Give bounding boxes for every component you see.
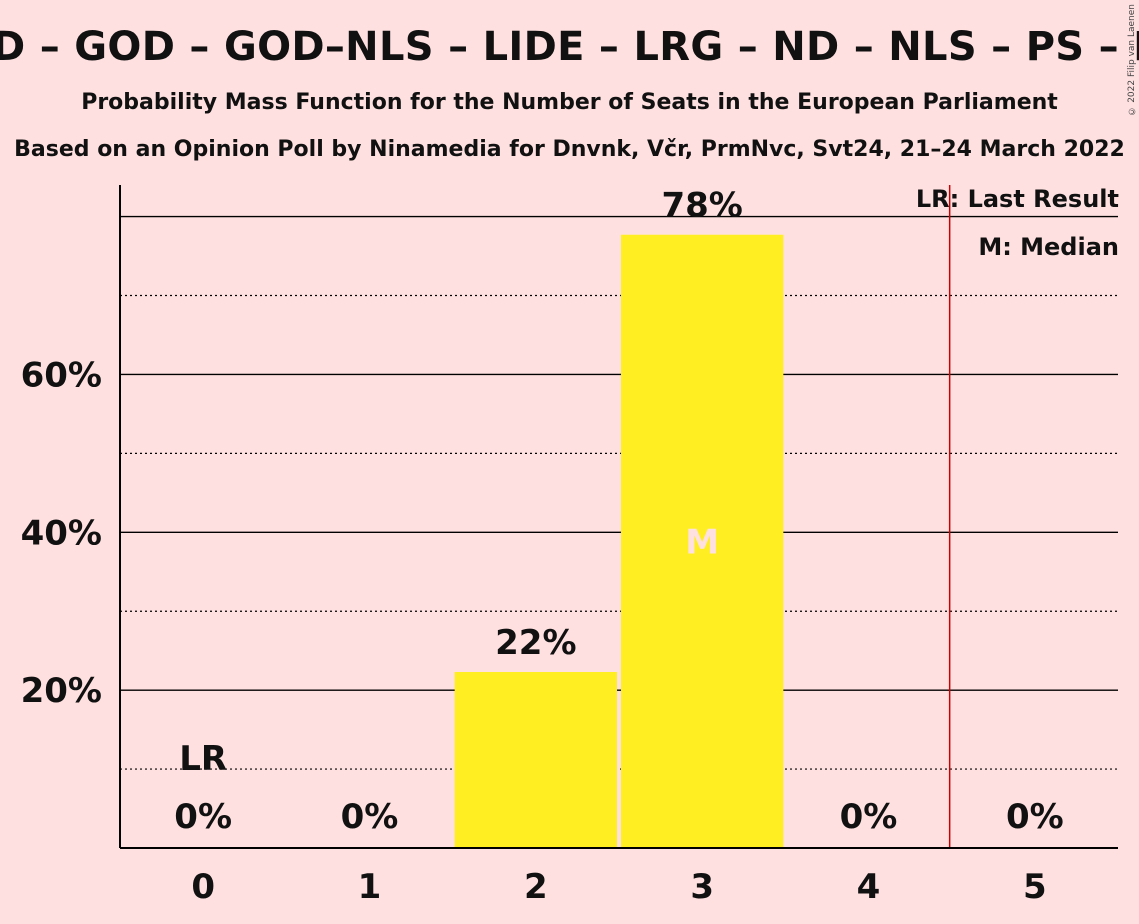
- value-label: 0%: [341, 797, 399, 837]
- x-tick-label: 2: [524, 867, 548, 907]
- x-tick-label: 1: [358, 867, 382, 907]
- last-result-marker: LR: [179, 739, 227, 779]
- chart-subtitle: Probability Mass Function for the Number…: [81, 90, 1058, 115]
- bars: [454, 234, 784, 849]
- value-label: 0%: [174, 797, 232, 837]
- median-marker: M: [685, 522, 719, 562]
- chart-title: D – GOD – GOD–NLS – LIDE – LRG – ND – NL…: [0, 24, 1139, 70]
- axes: 20% 40% 60% 0 1 2 3 4 5: [21, 185, 1118, 907]
- value-label: 78%: [661, 186, 742, 226]
- bar-seat-2: [454, 671, 617, 848]
- x-tick-label: 4: [857, 867, 881, 907]
- bar-seat-3: [621, 234, 784, 849]
- y-tick-label: 20%: [21, 671, 102, 711]
- value-label: 0%: [840, 797, 898, 837]
- legend-median: M: Median: [978, 233, 1119, 261]
- value-label: 22%: [495, 623, 576, 663]
- x-tick-label: 3: [690, 867, 714, 907]
- bar-labels: 0% 0% 22% 78% 0% 0% M LR: [174, 186, 1063, 837]
- gridlines: [120, 215, 1118, 770]
- y-tick-label: 40%: [21, 513, 102, 553]
- value-label: 0%: [1006, 797, 1064, 837]
- x-tick-label: 0: [191, 867, 215, 907]
- y-tick-label: 60%: [21, 355, 102, 395]
- x-tick-label: 5: [1023, 867, 1047, 907]
- chart-subtitle-poll: Based on an Opinion Poll by Ninamedia fo…: [14, 137, 1125, 162]
- legend-last-result: LR: Last Result: [915, 185, 1119, 213]
